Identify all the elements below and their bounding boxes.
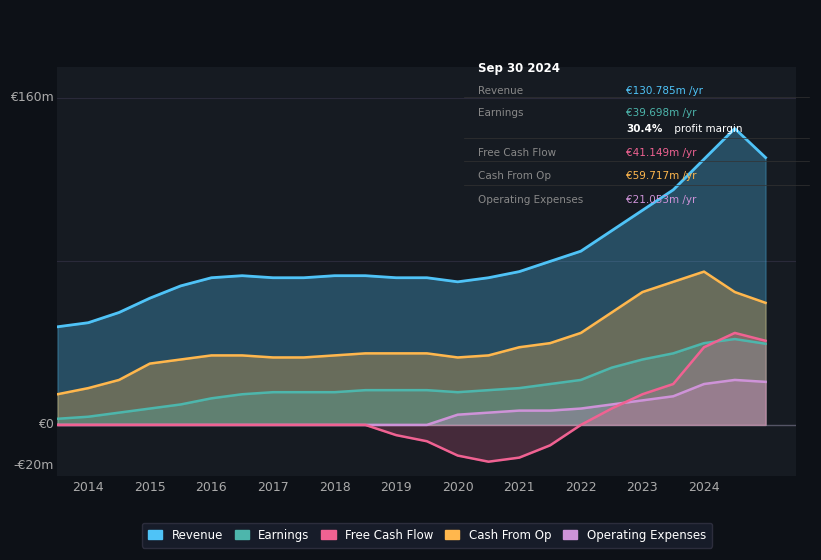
Text: €160m: €160m — [10, 91, 54, 104]
Text: -€20m: -€20m — [13, 459, 54, 472]
Text: Sep 30 2024: Sep 30 2024 — [478, 62, 560, 75]
Text: Operating Expenses: Operating Expenses — [478, 195, 583, 205]
Text: Free Cash Flow: Free Cash Flow — [478, 148, 556, 158]
Text: 30.4%: 30.4% — [626, 124, 663, 134]
Text: €59.717m /yr: €59.717m /yr — [626, 171, 696, 181]
Text: Revenue: Revenue — [478, 86, 523, 96]
Text: profit margin: profit margin — [671, 124, 742, 134]
Text: €41.149m /yr: €41.149m /yr — [626, 148, 696, 158]
Text: Earnings: Earnings — [478, 108, 523, 118]
Legend: Revenue, Earnings, Free Cash Flow, Cash From Op, Operating Expenses: Revenue, Earnings, Free Cash Flow, Cash … — [142, 523, 712, 548]
Text: €130.785m /yr: €130.785m /yr — [626, 86, 703, 96]
Text: €21.053m /yr: €21.053m /yr — [626, 195, 696, 205]
Text: €0: €0 — [38, 418, 54, 431]
Text: €39.698m /yr: €39.698m /yr — [626, 108, 696, 118]
Text: Cash From Op: Cash From Op — [478, 171, 551, 181]
